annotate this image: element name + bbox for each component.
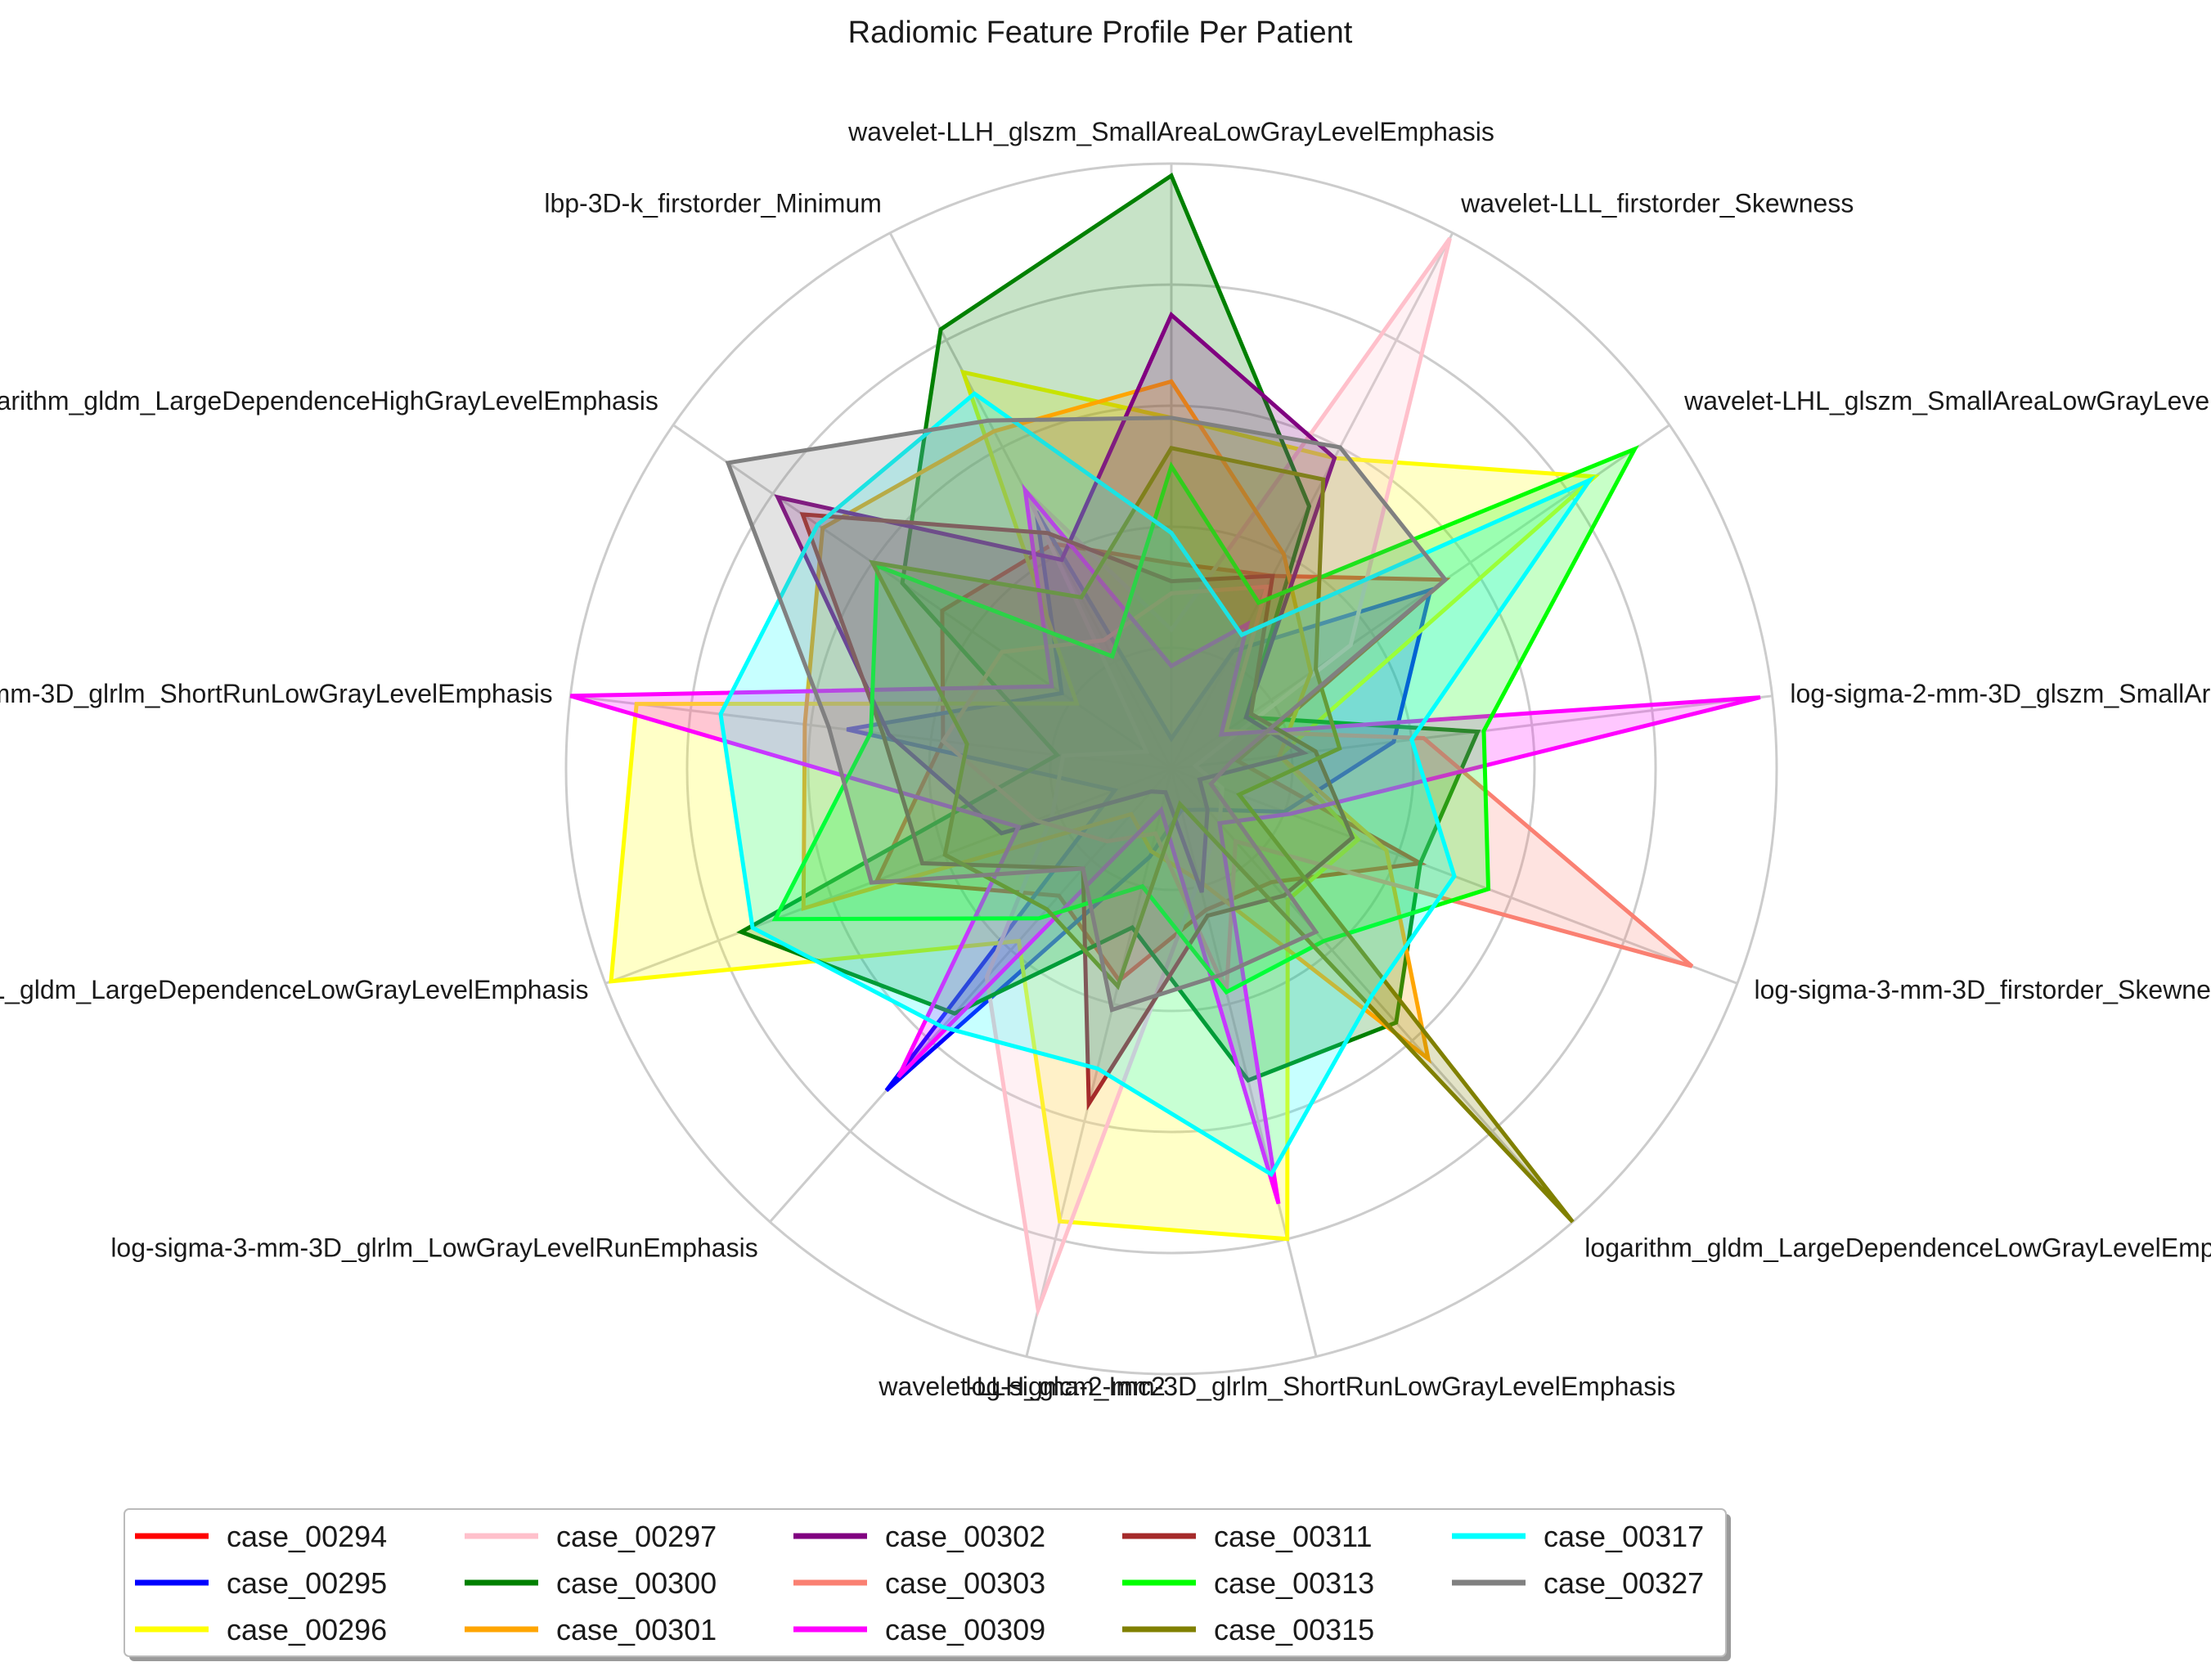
legend-label-case_00317: case_00317 xyxy=(1544,1520,1704,1553)
series-case_00317 xyxy=(718,391,1596,1178)
legend-label-case_00303: case_00303 xyxy=(885,1566,1045,1600)
series-case_00297 xyxy=(984,236,1452,1318)
legend-label-case_00327: case_00327 xyxy=(1544,1566,1704,1600)
legend-label-case_00309: case_00309 xyxy=(885,1613,1045,1646)
series-case_00315 xyxy=(869,445,1575,1224)
axis-label-wavelet-lll-firstorder-skewness: wavelet-LLL_firstorder_Skewness xyxy=(1460,188,1854,218)
axis-label-wavelet-lhl-glszm-smallarealowgraylevelemphasis: wavelet-LHL_glszm_SmallAreaLowGrayLevelE… xyxy=(1683,386,2211,416)
series-case_00309 xyxy=(569,483,1761,1205)
axis-label-log-sigma-2-mm-3d-glszm-smallarealowgraylevelemphasis: log-sigma-2-mm-3D_glszm_SmallAreaLowGray… xyxy=(1790,679,2211,708)
axis-label-wavelet-lll-gldm-largedependencelowgraylevelemphasis: wavelet-LLL_gldm_LargeDependenceLowGrayL… xyxy=(0,975,589,1004)
legend-label-case_00315: case_00315 xyxy=(1214,1613,1374,1646)
axis-label-wavelet-llh-glszm-smallarealowgraylevelemphasis: wavelet-LLH_glszm_SmallAreaLowGrayLevelE… xyxy=(847,117,1494,146)
grid-spoke xyxy=(672,424,1172,770)
series-case_00327 xyxy=(725,416,1449,1013)
axis-label-log-sigma-3-mm-3d-firstorder-skewness: log-sigma-3-mm-3D_firstorder_Skewness xyxy=(1755,975,2211,1004)
grid-spoke xyxy=(1170,232,1454,770)
legend-label-case_00295: case_00295 xyxy=(227,1566,387,1600)
legend-label-case_00294: case_00294 xyxy=(227,1520,387,1553)
grid-spoke xyxy=(1025,768,1173,1357)
grid-spoke xyxy=(769,768,1173,1223)
axis-label-log-sigma-2-mm-3d-glrlm-shortrunlowgraylevelemphasis: log-sigma-2-mm-3D_glrlm_ShortRunLowGrayL… xyxy=(965,1372,1675,1401)
axis-label-lbp-3d-k-firstorder-minimum: lbp-3D-k_firstorder_Minimum xyxy=(544,188,882,218)
legend-label-case_00313: case_00313 xyxy=(1214,1566,1374,1600)
grid-spoke xyxy=(604,767,1172,985)
series-case_00300 xyxy=(736,173,1481,1083)
series-case_00302 xyxy=(774,311,1337,893)
axis-label-wavelet-llh-glcm-imc2: wavelet-LLH_glcm_Imc2 xyxy=(878,1372,1165,1401)
legend-label-case_00300: case_00300 xyxy=(556,1566,717,1600)
legend-label-case_00311: case_00311 xyxy=(1214,1520,1373,1553)
grid-spoke xyxy=(1170,768,1318,1357)
series-case_00313 xyxy=(771,445,1639,995)
legend-label-case_00302: case_00302 xyxy=(885,1520,1045,1553)
axis-label-logarithm-gldm-largedependencelowgraylevelemphasis: logarithm_gldm_LargeDependenceLowGrayLev… xyxy=(1584,1233,2211,1262)
chart-title: Radiomic Feature Profile Per Patient xyxy=(848,16,1353,50)
legend-box xyxy=(124,1508,1727,1657)
axis-labels: wavelet-LLH_glszm_SmallAreaLowGrayLevelE… xyxy=(0,117,2211,1401)
radar-series xyxy=(569,173,1761,1318)
axis-label-logarithm-gldm-largedependencehighgraylevelemphasis: logarithm_gldm_LargeDependenceHighGrayLe… xyxy=(0,386,658,416)
legend-label-case_00296: case_00296 xyxy=(227,1613,387,1646)
legend: case_00294 case_00295 case_00296 case_00297… xyxy=(124,1508,1731,1661)
series-case_00295 xyxy=(846,510,1434,1093)
legend-label-case_00301: case_00301 xyxy=(556,1613,717,1646)
legend-label-case_00297: case_00297 xyxy=(556,1520,717,1553)
series-case_00311 xyxy=(799,512,1355,1111)
axis-label-log-sigma-3-mm-3d-glrlm-shortrunlowgraylevelemphasis: log-sigma-3-mm-3D_glrlm_ShortRunLowGrayL… xyxy=(0,679,553,708)
axis-label-log-sigma-3-mm-3d-glrlm-lowgraylevelrunemphasis: log-sigma-3-mm-3D_glrlm_LowGrayLevelRunE… xyxy=(110,1233,757,1262)
